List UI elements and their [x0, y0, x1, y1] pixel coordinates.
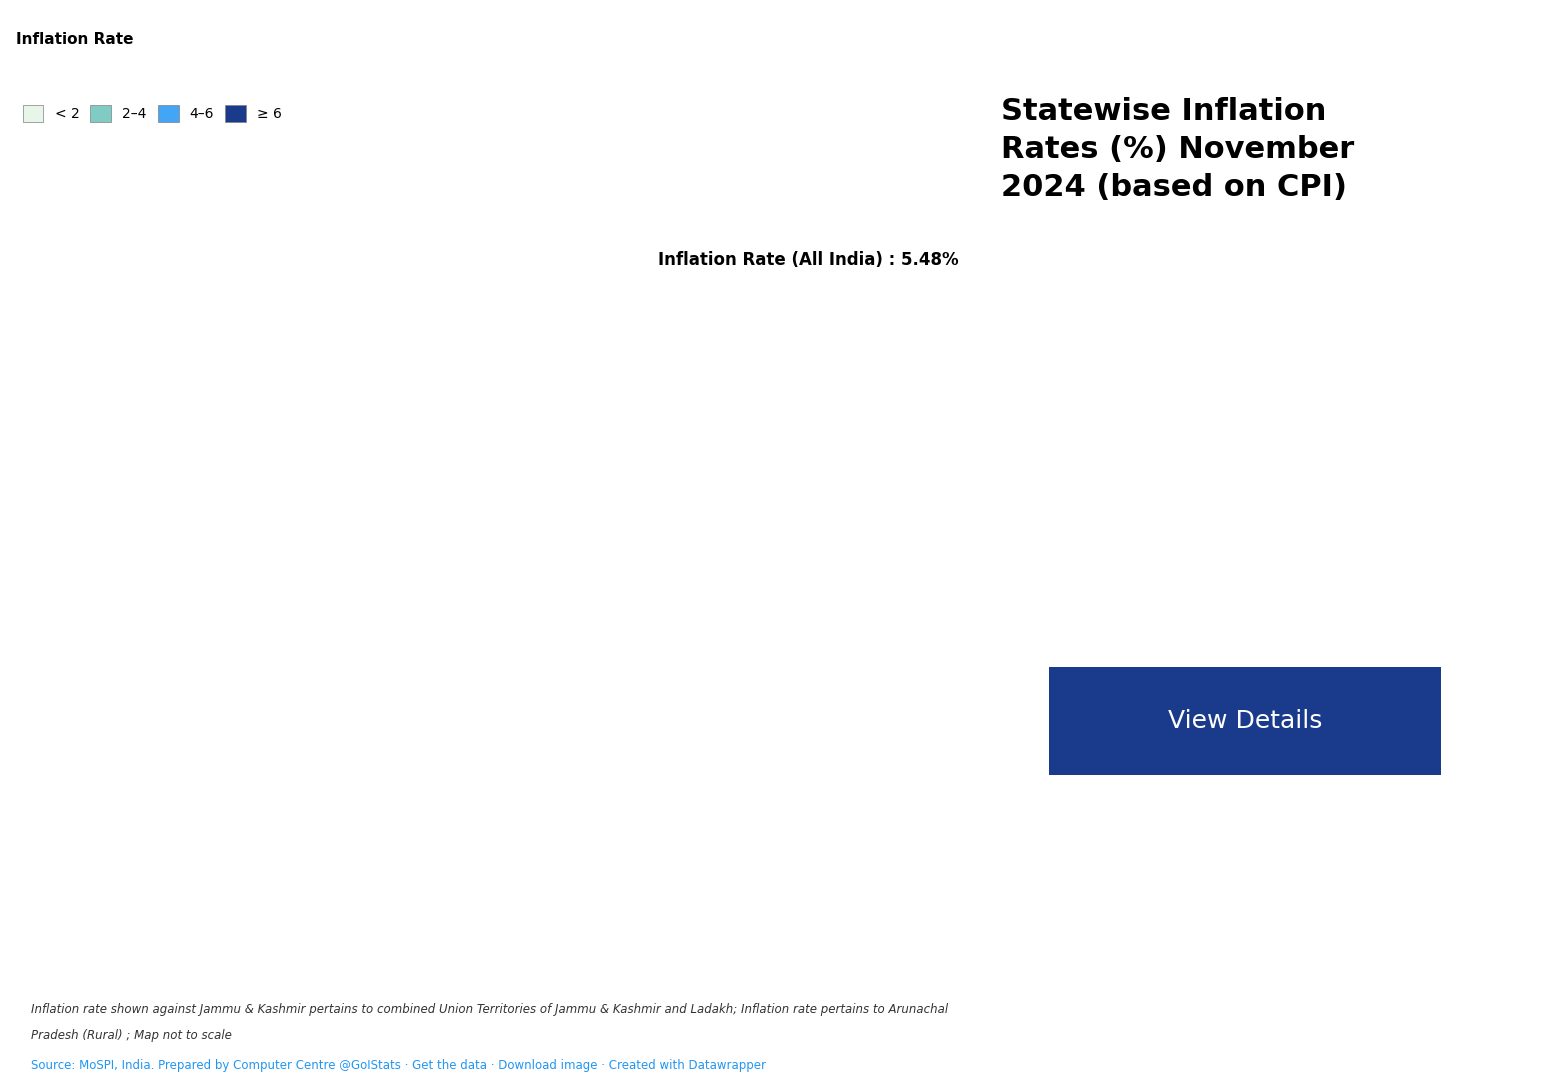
Text: Inflation Rate: Inflation Rate [16, 32, 133, 47]
Text: Pradesh (Rural) ; Map not to scale: Pradesh (Rural) ; Map not to scale [31, 1029, 232, 1042]
Text: Source: MoSPI, India. Prepared by Computer Centre @GoIStats · Get the data · Dow: Source: MoSPI, India. Prepared by Comput… [31, 1059, 766, 1072]
Text: Inflation rate shown against Jammu & Kashmir pertains to combined Union Territor: Inflation rate shown against Jammu & Kas… [31, 1003, 947, 1016]
FancyBboxPatch shape [1010, 656, 1480, 785]
Text: View Details: View Details [1168, 709, 1322, 733]
Text: Statewise Inflation
Rates (%) November
2024 (based on CPI): Statewise Inflation Rates (%) November 2… [1001, 97, 1355, 202]
Legend: < 2, 2–4, 4–6, ≥ 6: < 2, 2–4, 4–6, ≥ 6 [22, 105, 282, 123]
Text: Inflation Rate (All India) : 5.48%: Inflation Rate (All India) : 5.48% [658, 252, 958, 269]
